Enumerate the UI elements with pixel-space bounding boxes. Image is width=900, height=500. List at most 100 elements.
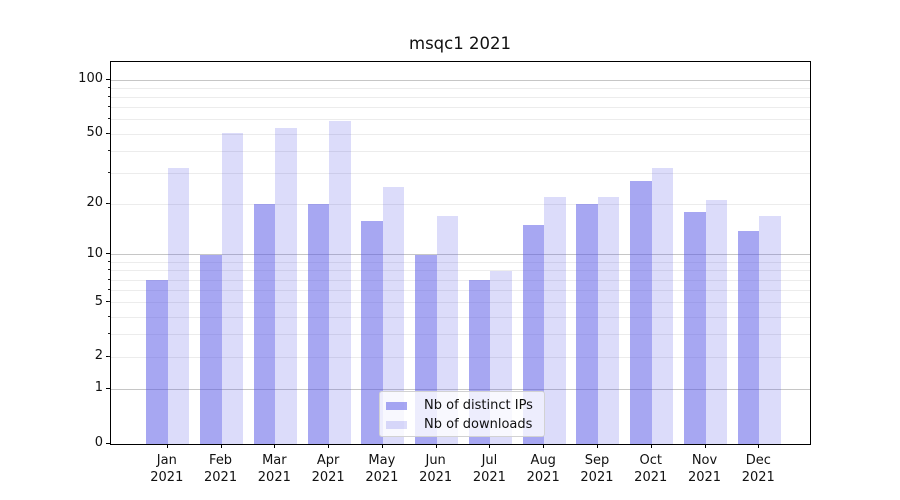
x-tick-label-apr: Apr 2021 (311, 453, 345, 485)
x-tick-mark-jan (166, 444, 168, 448)
bar-distinct-ips-nov (684, 211, 706, 444)
y-tick-label-5: 5 (94, 293, 103, 309)
y-tick-mark (106, 253, 110, 255)
x-tick-mark-feb (220, 444, 222, 448)
x-tick-mark-may (381, 444, 383, 448)
y-tick-mark (106, 442, 110, 444)
y-minor-tick-mark (108, 301, 110, 303)
y-minor-tick-mark (108, 171, 110, 173)
y-tick-label-1: 1 (94, 380, 103, 396)
y-minor-tick-mark (108, 333, 110, 335)
bar-distinct-ips-sep (576, 204, 598, 444)
y-tick-label-0: 0 (94, 435, 103, 450)
y-minor-tick-mark (108, 106, 110, 108)
chart-title: msqc1 2021 (409, 34, 511, 53)
x-tick-label-jul: Jul 2021 (472, 453, 506, 485)
x-tick-mark-dec (758, 444, 760, 448)
gridline-minor (111, 302, 810, 304)
x-tick-label-dec: Dec 2021 (741, 453, 775, 485)
x-tick-mark-mar (274, 444, 276, 448)
bar-distinct-ips-jan (146, 280, 168, 444)
gridline-minor (111, 150, 810, 152)
y-tick-mark (106, 78, 110, 80)
legend-swatch-downloads (386, 420, 407, 429)
x-tick-label-jan: Jan 2021 (150, 453, 184, 485)
y-minor-tick-mark (108, 355, 110, 357)
bar-downloads-sep (597, 196, 620, 444)
y-minor-tick-mark (108, 261, 110, 262)
x-tick-mark-nov (704, 444, 706, 448)
y-minor-tick-mark (108, 132, 110, 134)
gridline-minor (111, 334, 810, 336)
gridline-minor (111, 97, 810, 99)
gridline-minor (111, 290, 810, 292)
x-tick-mark-sep (596, 444, 598, 448)
bar-distinct-ips-oct (630, 181, 652, 444)
y-minor-tick-mark (108, 315, 110, 317)
legend: Nb of distinct IPs Nb of downloads (379, 391, 545, 437)
x-tick-label-nov: Nov 2021 (687, 453, 722, 485)
bar-distinct-ips-apr (307, 204, 330, 444)
y-minor-tick-mark (108, 149, 110, 151)
gridline-minor (111, 133, 810, 135)
y-minor-tick-mark (108, 96, 110, 98)
x-tick-mark-apr (328, 444, 330, 448)
y-minor-tick-mark (108, 118, 110, 120)
x-tick-label-mar: Mar 2021 (257, 453, 291, 485)
legend-entry-distinct-ips: Nb of distinct IPs (386, 396, 544, 415)
y-tick-label-2: 2 (94, 348, 103, 364)
bar-downloads-nov (705, 200, 727, 444)
legend-entry-downloads: Nb of downloads (386, 415, 544, 434)
gridline-major (111, 388, 810, 390)
x-tick-mark-aug (543, 444, 545, 448)
y-minor-tick-mark (108, 202, 110, 204)
y-minor-tick-mark (108, 86, 110, 88)
bar-distinct-ips-feb (200, 255, 222, 444)
plot-area (110, 61, 811, 445)
y-minor-tick-mark (108, 269, 110, 271)
y-tick-label-10: 10 (86, 245, 103, 261)
bar-downloads-jun (436, 216, 459, 444)
x-tick-mark-oct (650, 444, 652, 448)
x-tick-label-may: May 2021 (365, 453, 399, 485)
bar-downloads-apr (329, 121, 351, 444)
bar-distinct-ips-dec (737, 230, 760, 444)
y-tick-label-50: 50 (86, 125, 103, 141)
gridline-minor (111, 262, 810, 263)
gridline-minor (111, 356, 810, 358)
bar-downloads-aug (544, 196, 566, 444)
x-tick-label-oct: Oct 2021 (634, 453, 668, 485)
gridline-major (111, 254, 810, 256)
legend-label-downloads: Nb of downloads (424, 417, 533, 432)
gridline-minor (111, 316, 810, 318)
bar-downloads-feb (221, 132, 244, 444)
y-tick-label-100: 100 (78, 71, 103, 87)
gridline-minor (111, 270, 810, 272)
bar-downloads-mar (275, 128, 297, 444)
gridline-minor (111, 107, 810, 109)
bar-downloads-jan (167, 168, 190, 444)
bar-downloads-oct (651, 168, 674, 444)
y-tick-mark (106, 387, 110, 389)
gridline-minor (111, 203, 810, 205)
x-tick-label-aug: Aug 2021 (526, 453, 560, 485)
y-minor-tick-mark (108, 278, 110, 280)
y-minor-tick-mark (108, 289, 110, 291)
gridline-minor (111, 279, 810, 281)
bar-distinct-ips-mar (253, 204, 276, 444)
bar-distinct-ips-may (361, 220, 383, 444)
x-tick-mark-jul (489, 444, 491, 448)
x-tick-label-sep: Sep 2021 (580, 453, 614, 485)
legend-swatch-distinct-ips (386, 401, 407, 410)
gridline-minor (111, 87, 810, 89)
gridline-minor (111, 172, 810, 174)
bar-distinct-ips-aug (522, 225, 545, 444)
x-tick-label-jun: Jun 2021 (419, 453, 453, 485)
gridline-major (111, 79, 810, 81)
bar-downloads-may (382, 187, 405, 444)
legend-label-distinct-ips: Nb of distinct IPs (424, 398, 533, 413)
y-tick-label-20: 20 (86, 195, 103, 211)
x-tick-mark-jun (435, 444, 437, 448)
bar-downloads-dec (759, 216, 781, 444)
